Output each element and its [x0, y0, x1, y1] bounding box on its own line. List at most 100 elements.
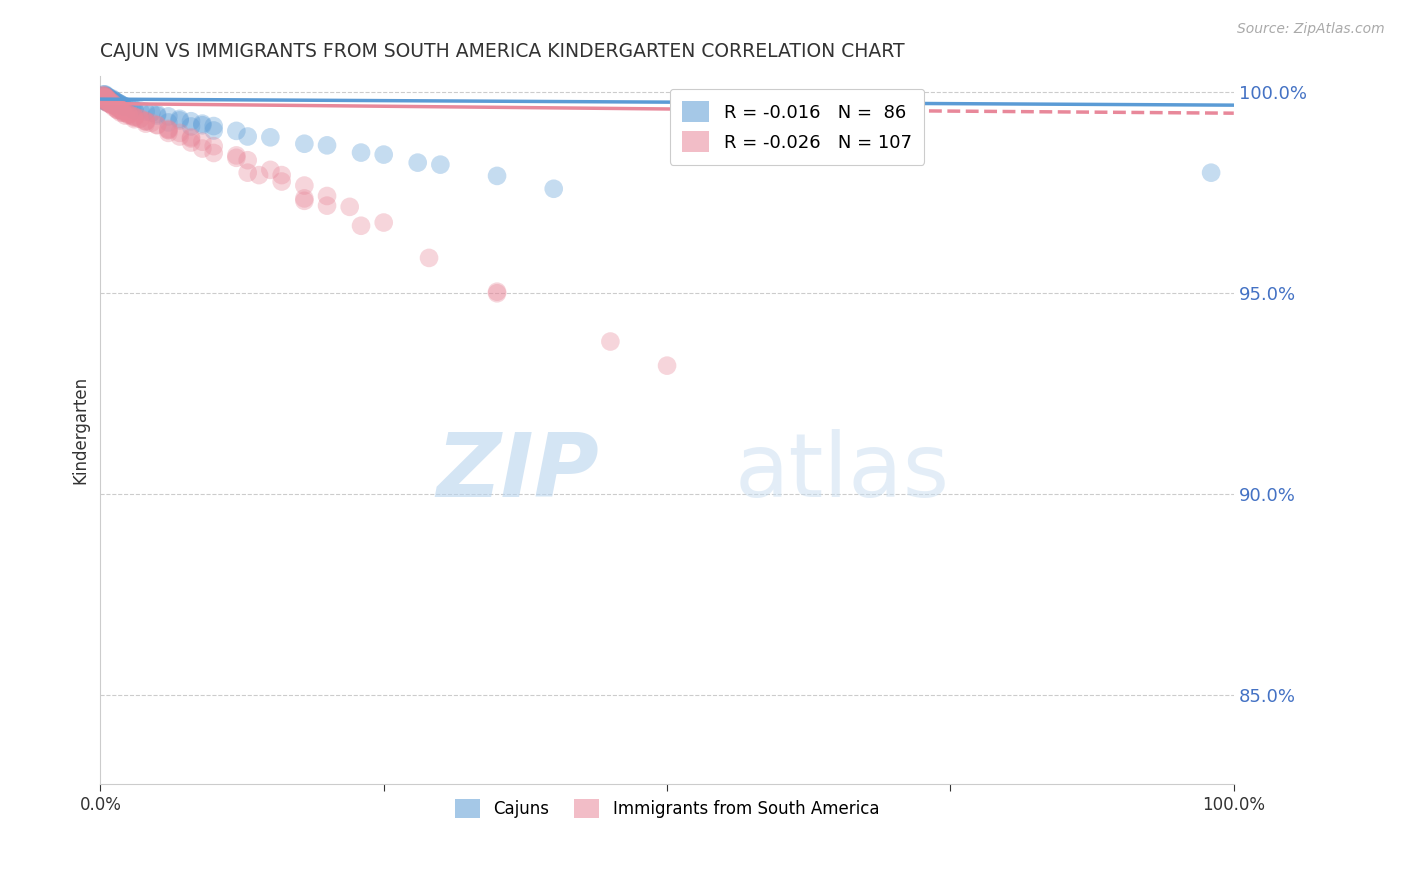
Point: [100, 98, 122, 112]
Point: [96, 95, 118, 110]
Point: [270, 168, 292, 182]
Point: [202, 139, 225, 153]
Point: [124, 112, 146, 127]
Point: [599, 334, 621, 349]
Point: [94, 93, 117, 107]
Point: [118, 108, 141, 122]
Point: [114, 109, 136, 123]
Point: [94, 91, 117, 105]
Point: [486, 286, 509, 301]
Point: [94, 92, 117, 106]
Y-axis label: Kindergarten: Kindergarten: [72, 376, 89, 484]
Point: [100, 97, 122, 112]
Text: atlas: atlas: [735, 429, 950, 516]
Point: [98, 94, 121, 108]
Point: [93, 87, 115, 102]
Point: [94, 88, 117, 103]
Point: [259, 130, 281, 145]
Point: [141, 116, 163, 130]
Point: [96, 95, 118, 110]
Point: [292, 178, 315, 193]
Point: [191, 142, 214, 156]
Point: [316, 189, 339, 203]
Point: [91, 90, 114, 104]
Point: [180, 114, 202, 128]
Point: [96, 91, 118, 105]
Point: [236, 129, 259, 144]
Point: [96, 91, 118, 105]
Point: [111, 99, 134, 113]
Point: [373, 215, 395, 229]
Point: [91, 93, 114, 107]
Point: [180, 130, 202, 145]
Point: [93, 91, 115, 105]
Point: [97, 94, 120, 108]
Point: [111, 105, 134, 120]
Text: CAJUN VS IMMIGRANTS FROM SOUTH AMERICA KINDERGARTEN CORRELATION CHART: CAJUN VS IMMIGRANTS FROM SOUTH AMERICA K…: [100, 42, 905, 61]
Point: [101, 96, 124, 111]
Point: [103, 97, 125, 112]
Point: [105, 96, 128, 111]
Point: [100, 97, 122, 112]
Point: [97, 92, 120, 106]
Point: [93, 93, 115, 107]
Point: [96, 95, 118, 110]
Point: [1199, 166, 1222, 180]
Point: [93, 90, 115, 104]
Point: [104, 94, 127, 108]
Point: [98, 91, 121, 105]
Point: [292, 136, 315, 151]
Point: [108, 96, 131, 111]
Point: [124, 111, 146, 125]
Point: [93, 89, 115, 103]
Point: [124, 109, 146, 123]
Point: [105, 100, 128, 114]
Point: [141, 105, 163, 120]
Point: [94, 95, 117, 109]
Point: [97, 96, 120, 111]
Point: [103, 101, 125, 115]
Point: [259, 162, 281, 177]
Point: [169, 129, 191, 144]
Point: [180, 131, 202, 145]
Point: [157, 115, 180, 129]
Point: [157, 121, 180, 136]
Point: [94, 90, 117, 104]
Point: [339, 200, 361, 214]
Point: [100, 95, 122, 110]
Point: [135, 104, 157, 119]
Point: [292, 191, 315, 205]
Point: [236, 166, 259, 180]
Point: [146, 107, 169, 121]
Point: [94, 92, 117, 106]
Point: [350, 219, 373, 233]
Point: [129, 103, 152, 118]
Point: [316, 138, 339, 153]
Point: [91, 89, 114, 103]
Point: [180, 136, 202, 150]
Point: [94, 94, 117, 108]
Point: [96, 93, 118, 107]
Point: [202, 146, 225, 161]
Point: [429, 158, 451, 172]
Point: [135, 117, 157, 131]
Point: [111, 105, 134, 120]
Point: [91, 93, 114, 107]
Point: [101, 95, 124, 109]
Point: [93, 88, 115, 103]
Point: [486, 169, 509, 183]
Point: [94, 91, 117, 105]
Point: [105, 95, 128, 110]
Point: [121, 101, 143, 115]
Text: Source: ZipAtlas.com: Source: ZipAtlas.com: [1237, 22, 1385, 37]
Point: [129, 112, 152, 126]
Point: [655, 359, 678, 373]
Point: [105, 95, 128, 109]
Point: [373, 147, 395, 161]
Point: [105, 103, 128, 117]
Point: [157, 123, 180, 137]
Point: [225, 148, 247, 162]
Point: [103, 93, 125, 107]
Point: [101, 93, 124, 107]
Point: [100, 95, 122, 109]
